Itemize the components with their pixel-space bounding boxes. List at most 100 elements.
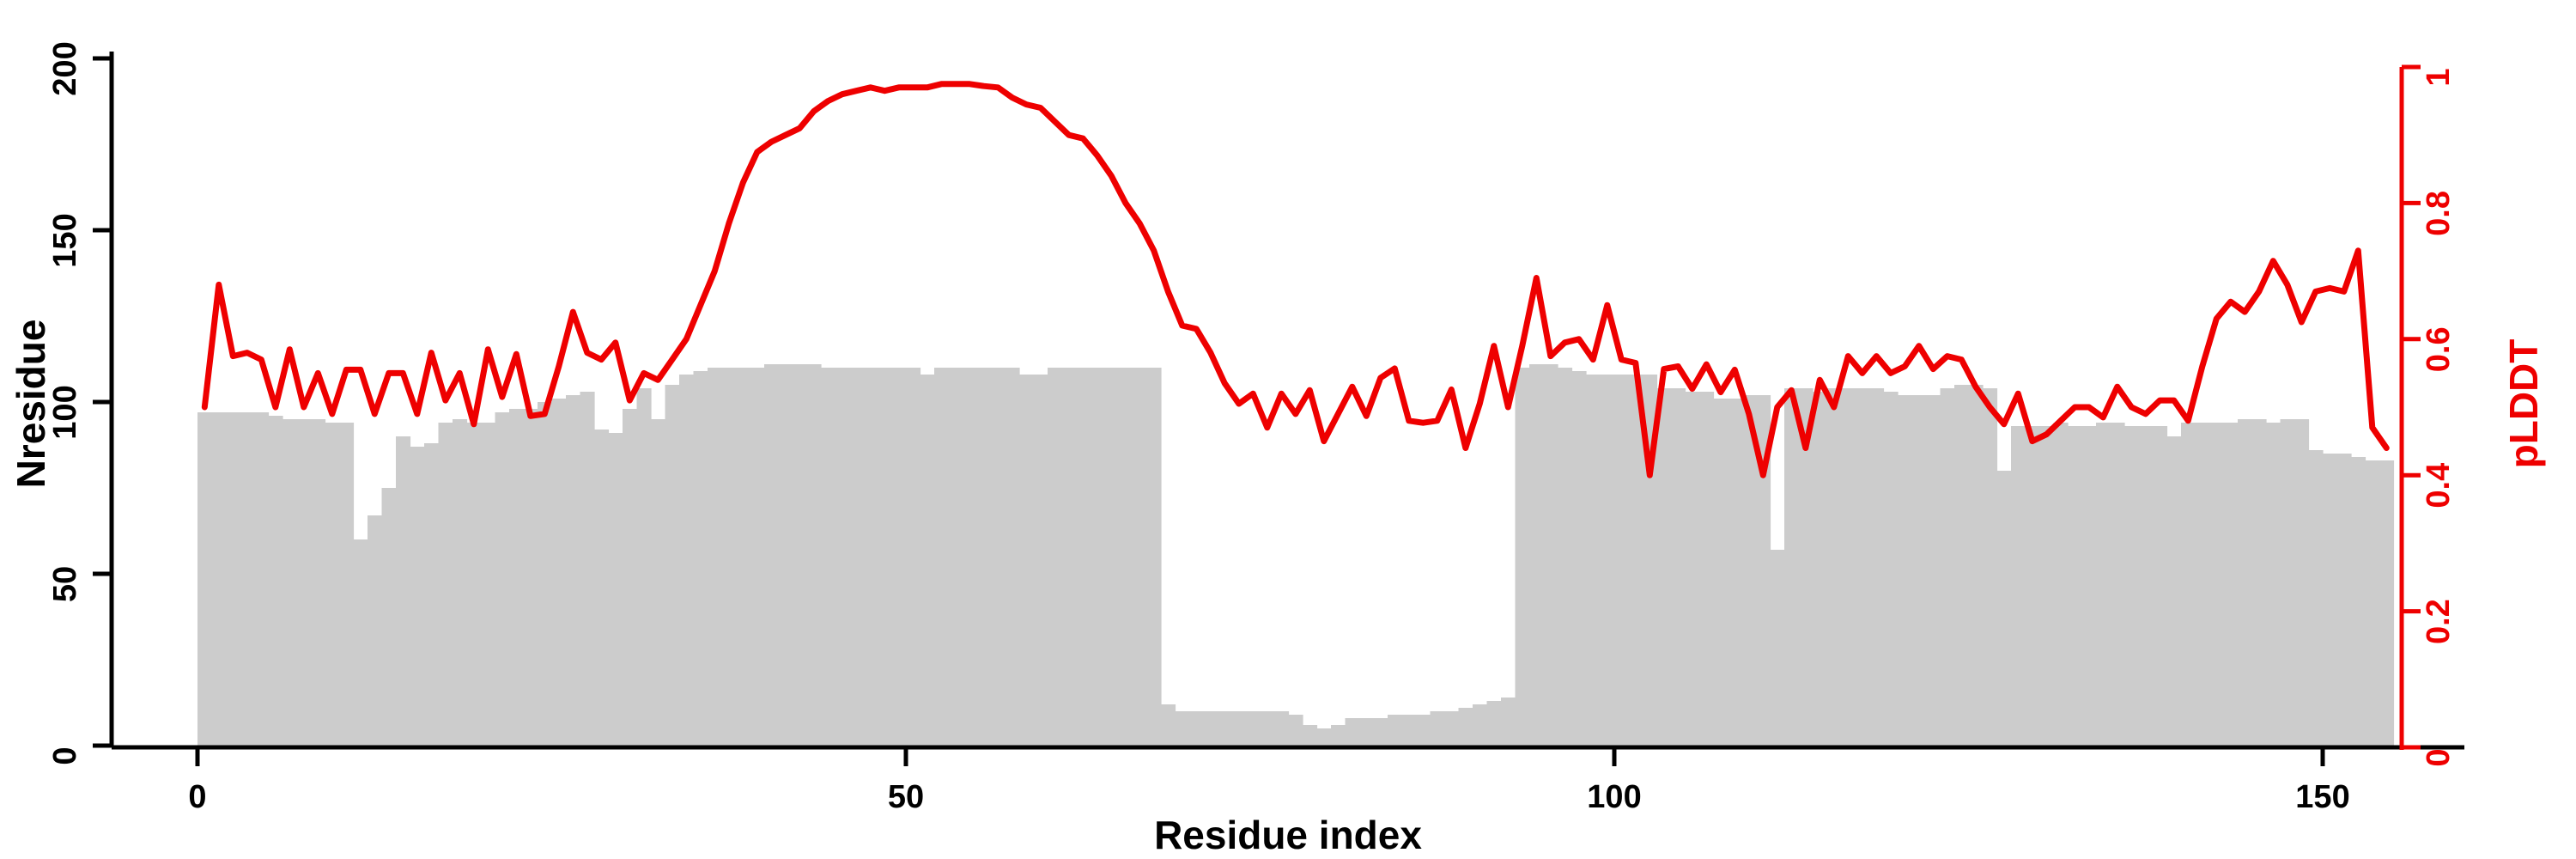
bar: [623, 409, 638, 746]
bar: [1940, 388, 1955, 746]
bar: [424, 443, 440, 746]
bar: [1983, 388, 1998, 746]
bar: [736, 368, 751, 746]
bar: [381, 488, 397, 746]
bar: [636, 388, 652, 746]
bar: [2280, 419, 2295, 746]
x-tick-label: 150: [2295, 779, 2349, 815]
bar: [1416, 715, 1431, 746]
bar: [566, 395, 581, 746]
bar: [778, 364, 793, 746]
bar: [2181, 423, 2196, 746]
bar: [2251, 419, 2267, 746]
bar: [1571, 371, 1587, 746]
bar: [835, 368, 850, 746]
bar: [1048, 368, 1063, 746]
bar: [1090, 368, 1105, 746]
y-left-tick-label: 100: [47, 385, 83, 439]
bar: [2379, 460, 2395, 746]
bar: [240, 412, 255, 746]
bar: [1911, 395, 1927, 746]
bar: [2053, 423, 2069, 746]
bar: [311, 419, 326, 746]
bar: [721, 368, 737, 746]
bar: [1628, 375, 1643, 746]
bar: [878, 368, 893, 746]
y-left-tick-label: 0: [47, 746, 83, 765]
bar: [1713, 399, 1728, 746]
y-right-tick-label: 0.8: [2421, 191, 2457, 236]
bar: [2308, 450, 2324, 746]
bar: [1841, 388, 1856, 746]
bar: [2138, 426, 2154, 746]
bar: [849, 368, 865, 746]
bar: [226, 412, 241, 746]
bar: [2166, 436, 2182, 746]
bar: [2011, 426, 2026, 746]
bar: [1926, 395, 1941, 746]
bar: [2110, 423, 2125, 746]
bar: [1288, 715, 1303, 746]
bar: [750, 368, 765, 746]
bar: [1246, 711, 1261, 746]
bar: [1543, 364, 1558, 746]
bar: [806, 364, 822, 746]
y-right-tick-label: 1: [2421, 68, 2457, 86]
bar: [1033, 375, 1048, 746]
y-left-tick-label: 200: [47, 41, 83, 95]
bar: [1600, 375, 1615, 746]
bar: [1741, 395, 1757, 746]
bar: [339, 423, 355, 746]
bar: [2195, 423, 2210, 746]
bar: [1954, 385, 1970, 746]
bar: [934, 368, 950, 746]
bar: [2266, 423, 2281, 746]
bar: [1515, 368, 1530, 746]
bar: [1161, 704, 1176, 746]
bar: [1430, 711, 1445, 746]
bar: [283, 419, 298, 746]
nresidue-bars: [197, 364, 2395, 746]
bar: [2336, 454, 2352, 746]
bar: [1883, 392, 1899, 746]
bar: [2365, 460, 2380, 746]
bar: [1316, 728, 1332, 746]
bar: [325, 423, 340, 746]
bar: [651, 419, 666, 746]
bar: [1303, 725, 1318, 746]
bar: [2068, 426, 2083, 746]
tick-marks-and-labels: 0 50 100 150 200 0 50 100 150 0 0.2 0.4 0.6 0.8 1: [47, 41, 2457, 815]
bar: [2124, 426, 2140, 746]
bar: [254, 412, 270, 746]
bar: [551, 399, 567, 746]
bar: [2153, 426, 2168, 746]
bar: [1260, 711, 1275, 746]
y-right-tick-label: 0.2: [2421, 599, 2457, 644]
bar: [991, 368, 1006, 746]
bar: [1444, 711, 1460, 746]
bar: [1784, 388, 1800, 746]
plddt-polyline: [201, 81, 2390, 478]
bar: [906, 368, 921, 746]
bar: [920, 375, 935, 746]
bar: [438, 423, 453, 746]
bar: [1061, 368, 1077, 746]
bar: [693, 371, 708, 746]
bar: [2294, 419, 2310, 746]
bar: [268, 416, 283, 746]
bar: [2351, 457, 2366, 746]
y-right-tick-label: 0.4: [2421, 463, 2457, 509]
bar: [1756, 395, 1771, 746]
bar: [1699, 392, 1715, 746]
bar: [764, 364, 780, 746]
bar: [1996, 471, 2012, 746]
bar: [1728, 399, 1743, 746]
bar: [608, 433, 623, 746]
bar: [863, 368, 878, 746]
y-axis-title-right: pLDDT: [2501, 339, 2546, 469]
bar: [948, 368, 963, 746]
bar: [976, 368, 992, 746]
bar: [296, 419, 312, 746]
y-right-tick-label: 0: [2421, 748, 2457, 766]
